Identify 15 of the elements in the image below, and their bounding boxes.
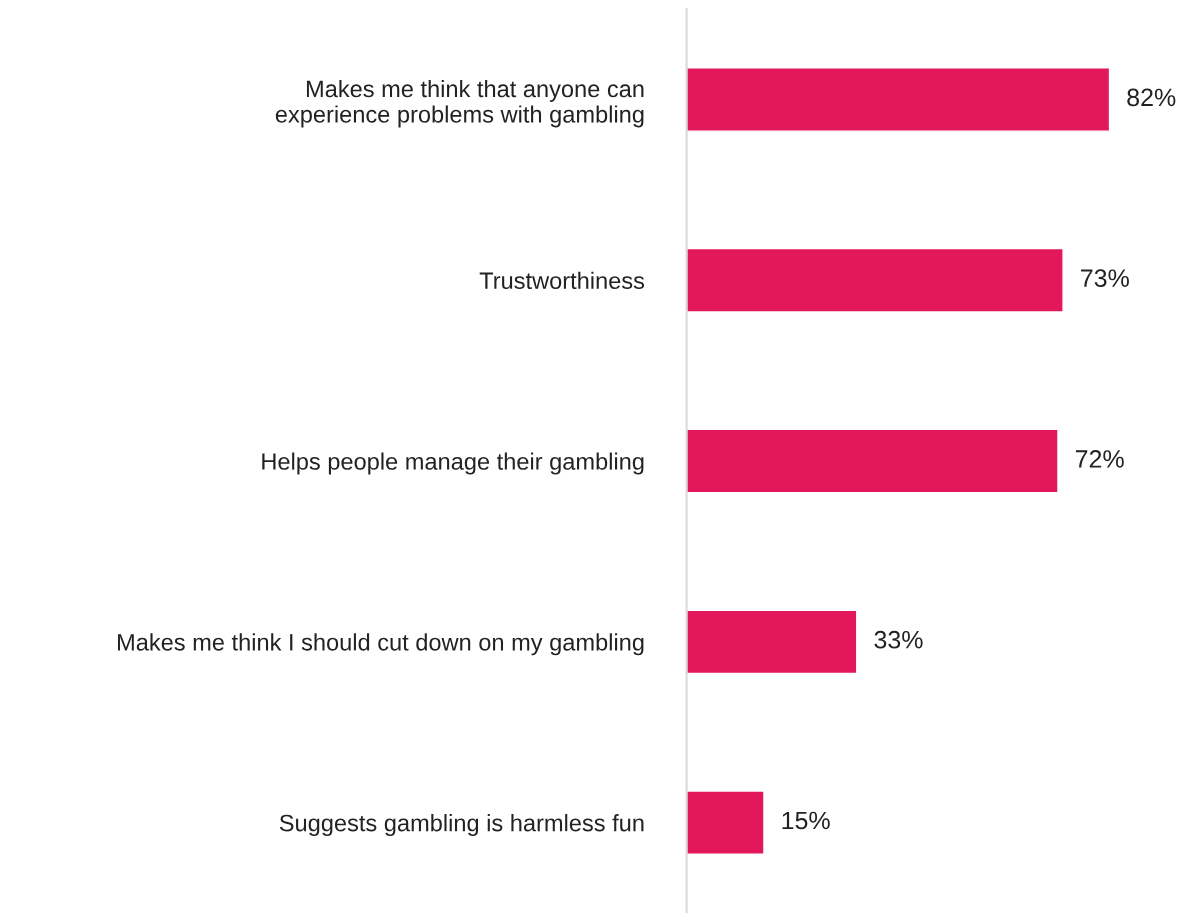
data-label: 73% [1081, 269, 1129, 287]
y-tick-label: Makes me think that anyone can experience problems with gambling [275, 79, 644, 128]
data-label: 33% [874, 630, 923, 649]
bar [686, 67, 1111, 132]
data-label: 72% [1075, 450, 1124, 468]
bar [686, 790, 765, 855]
bar [686, 428, 1059, 494]
y-tick-label: Helps people manage their gambling [262, 452, 644, 475]
y-tick-label: Makes me think I should cut down on my gambling [118, 633, 644, 656]
y-tick-label: Suggests gambling is harmless fun [279, 814, 644, 837]
y-tick-label: Trustworthiness [479, 271, 645, 290]
data-label: 82% [1127, 88, 1176, 107]
data-label: 15% [782, 811, 830, 830]
bar [686, 609, 858, 675]
bar [686, 247, 1064, 313]
